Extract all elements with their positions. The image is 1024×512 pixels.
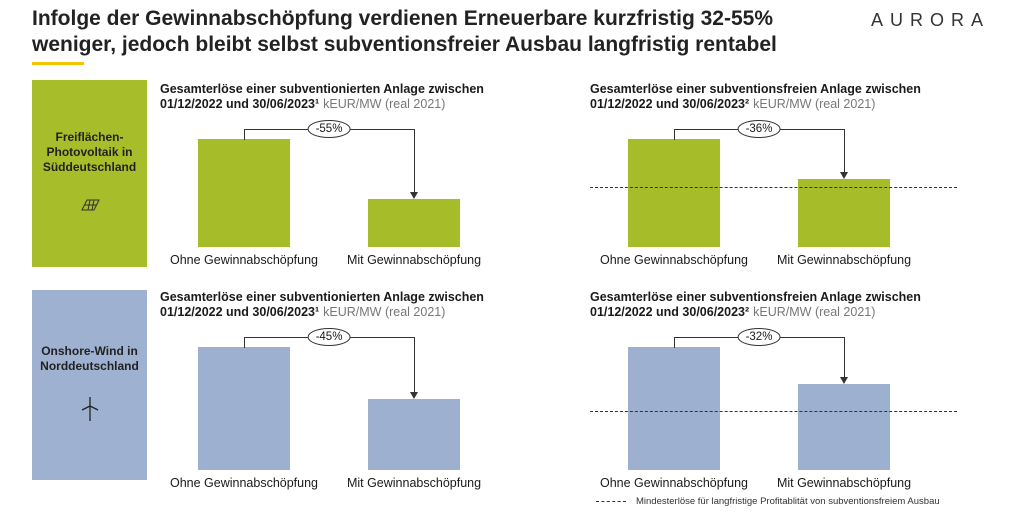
change-label: -55% — [307, 120, 351, 138]
change-label: -32% — [737, 328, 781, 346]
row-label: Freiflächen- Photovoltaik in Süddeutschlan… — [32, 80, 147, 267]
arrowhead — [410, 192, 418, 199]
bar — [628, 139, 720, 247]
arrow — [414, 337, 415, 393]
chart-title: Gesamterlöse einer subventionsfreien Anl… — [590, 82, 921, 112]
chart-title-text: 01/12/2022 und 30/06/2023² — [590, 305, 750, 319]
chart-title: Gesamterlöse einer subventionierten Anla… — [160, 290, 484, 320]
category-label: Mit Gewinnabschöpfung — [346, 476, 482, 490]
arrowhead — [840, 172, 848, 179]
category-label: Mit Gewinnabschöpfung — [776, 476, 912, 490]
chart-title-line: 01/12/2022 und 30/06/2023² kEUR/MW (real … — [590, 97, 921, 112]
arrow — [414, 129, 415, 193]
chart-title-line: Gesamterlöse einer subventionierten Anla… — [160, 82, 484, 96]
row-label-line: Süddeutschland — [42, 160, 137, 174]
row-label-line: Freiflächen- — [55, 130, 124, 144]
chart-title-line: 01/12/2022 und 30/06/2023² kEUR/MW (real … — [590, 305, 921, 320]
category-label: Ohne Gewinnabschöpfung — [169, 476, 319, 490]
threshold-line — [590, 187, 957, 188]
category-label: Ohne Gewinnabschöpfung — [599, 476, 749, 490]
chart-title-text: 01/12/2022 und 30/06/2023¹ — [160, 97, 320, 111]
chart-title-line: Gesamterlöse einer subventionsfreien Anl… — [590, 290, 921, 304]
row-label-line: Photovoltaik in — [46, 145, 133, 159]
change-label: -45% — [307, 328, 351, 346]
arrowhead — [840, 377, 848, 384]
chart-title-text: 01/12/2022 und 30/06/2023² — [590, 97, 750, 111]
row-label-line: Norddeutschland — [40, 359, 139, 373]
chart-title-text: 01/12/2022 und 30/06/2023¹ — [160, 305, 320, 319]
category-label: Mit Gewinnabschöpfung — [346, 253, 482, 267]
bar — [798, 384, 890, 470]
title-line: weniger, jedoch bleibt selbst subvention… — [32, 33, 777, 56]
icon — [79, 197, 101, 217]
title: Infolge der Gewinnabschöpfung verdienen … — [32, 6, 777, 58]
threshold-line — [590, 411, 957, 412]
bar — [628, 347, 720, 470]
arrow — [844, 337, 845, 378]
bar — [198, 347, 290, 470]
chart-title-line: 01/12/2022 und 30/06/2023¹ kEUR/MW (real … — [160, 97, 484, 112]
bar — [368, 399, 460, 470]
legend-text: Mindesterlöse für langfristige Profitabl… — [636, 496, 940, 507]
chart-title-line: Gesamterlöse einer subventionierten Anla… — [160, 290, 484, 304]
chart-title-line: Gesamterlöse einer subventionsfreien Anl… — [590, 82, 921, 96]
category-label: Mit Gewinnabschöpfung — [776, 253, 912, 267]
chart-title: Gesamterlöse einer subventionierten Anla… — [160, 82, 484, 112]
icon — [80, 396, 100, 426]
bar — [198, 139, 290, 247]
chart-title-line: 01/12/2022 und 30/06/2023¹ kEUR/MW (real … — [160, 305, 484, 320]
row-label-line: Onshore-Wind in — [41, 344, 138, 358]
arrowhead — [410, 392, 418, 399]
arrow — [844, 129, 845, 173]
chart-title: Gesamterlöse einer subventionsfreien Anl… — [590, 290, 921, 320]
unit: kEUR/MW (real 2021) — [323, 305, 446, 319]
category-label: Ohne Gewinnabschöpfung — [599, 253, 749, 267]
change-label: -36% — [737, 120, 781, 138]
accent-line — [32, 62, 84, 65]
title-line: Infolge der Gewinnabschöpfung verdienen … — [32, 7, 773, 30]
row-label: Onshore-Wind in Norddeutschland — [32, 290, 147, 480]
bar — [798, 179, 890, 247]
unit: kEUR/MW (real 2021) — [753, 97, 876, 111]
unit: kEUR/MW (real 2021) — [753, 305, 876, 319]
category-label: Ohne Gewinnabschöpfung — [169, 253, 319, 267]
unit: kEUR/MW (real 2021) — [323, 97, 446, 111]
legend: Mindesterlöse für langfristige Profitabl… — [596, 496, 940, 507]
bar — [368, 199, 460, 247]
logo: AURORA — [870, 10, 990, 30]
